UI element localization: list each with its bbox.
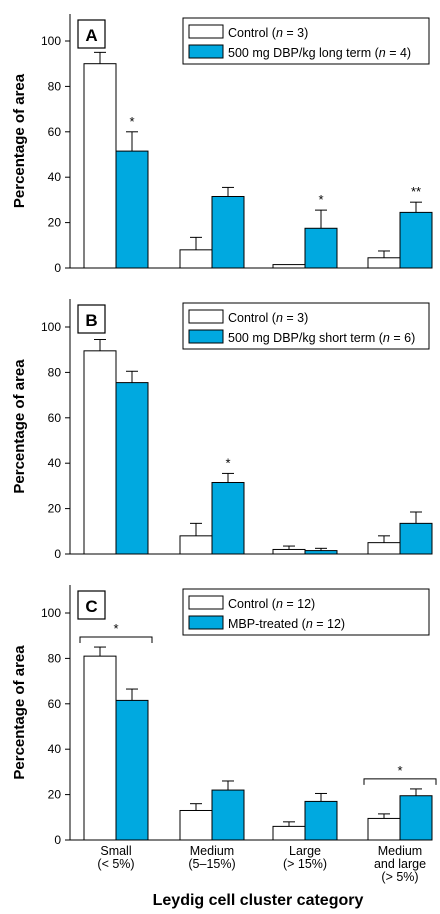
y-tick-label: 80 [48,365,62,379]
legend-swatch-treated [188,44,224,59]
panel-letter: B [85,311,97,330]
y-tick-label: 20 [48,216,62,230]
bar-treated [399,211,433,269]
legend-box [182,17,430,65]
bar-control [272,548,306,555]
legend-label-treated: MBP-treated (n = 12) [228,617,345,631]
y-tick-label: 40 [48,456,62,470]
bar-control [367,817,401,841]
y-axis-label: Percentage of area [11,359,28,494]
y-axis-label: Percentage of area [11,73,28,208]
bar-treated [211,481,245,555]
y-tick-label: 100 [41,320,61,334]
panel-letter-box [77,19,106,49]
panel-letter-box [77,304,106,334]
x-tick-label: (> 5%) [381,870,418,884]
legend-box [182,588,430,636]
legend-label-control: Control (n = 3) [228,26,308,40]
x-tick-label: (5–15%) [188,857,235,871]
bar-control [179,809,213,841]
significance-marker: * [318,192,323,207]
x-tick-label: (> 15%) [283,857,327,871]
bar-treated [304,550,338,555]
legend-label-treated: 500 mg DBP/kg long term (n = 4) [228,46,411,60]
panel-c: 0 20 40 60 80 100 Percentage of area C * * Control… [11,585,437,884]
bar-control [367,542,401,555]
significance-bracket [363,778,437,785]
y-tick-label: 60 [48,697,62,711]
significance-marker: * [225,455,230,470]
bar-control [272,825,306,841]
legend-swatch-treated [188,615,224,630]
x-tick-label: (< 5%) [97,857,134,871]
legend-swatch-control [188,24,224,39]
bar-control [367,257,401,269]
significance-marker: * [113,621,118,636]
panel-b: 0 20 40 60 80 100 Percentage of area B * Control … [11,299,433,561]
bar-control [83,63,117,269]
bar-control [83,655,117,841]
x-tick-label: Small [100,844,131,858]
y-tick-label: 100 [41,606,61,620]
bar-control [179,249,213,269]
significance-marker: * [397,763,402,778]
x-tick-label: Large [289,844,321,858]
legend-box [182,302,430,350]
significance-bracket [79,636,153,644]
panel-letter: A [85,26,97,45]
legend-swatch-treated [188,329,224,344]
y-tick-label: 100 [41,34,61,48]
x-axis-label: Leydig cell cluster category [153,892,364,909]
y-tick-label: 60 [48,125,62,139]
y-tick-label: 0 [54,261,61,275]
significance-marker: ** [411,184,421,199]
y-tick-label: 80 [48,79,62,93]
x-tick-label: and large [374,857,426,871]
bar-treated [211,789,245,841]
y-tick-label: 40 [48,170,62,184]
y-tick-label: 0 [54,833,61,847]
bar-treated [304,800,338,841]
y-axis-label: Percentage of area [11,645,28,780]
y-tick-label: 40 [48,742,62,756]
bar-treated [211,195,245,269]
panel-letter: C [85,597,97,616]
y-tick-label: 20 [48,788,62,802]
bar-treated [304,227,338,269]
y-tick-label: 80 [48,651,62,665]
bar-control [179,535,213,555]
y-tick-label: 0 [54,547,61,561]
bar-treated [399,522,433,555]
bar-treated [115,699,149,841]
legend-swatch-control [188,595,224,610]
legend-swatch-control [188,309,224,324]
bar-control [83,350,117,555]
bar-control [272,264,306,269]
legend-label-control: Control (n = 12) [228,597,315,611]
x-tick-label: Medium [378,844,422,858]
legend-label-control: Control (n = 3) [228,311,308,325]
legend-label-treated: 500 mg DBP/kg short term (n = 6) [228,331,415,345]
y-tick-label: 20 [48,502,62,516]
significance-marker: * [129,114,134,129]
y-tick-label: 60 [48,411,62,425]
x-tick-label: Medium [190,844,234,858]
bar-treated [399,795,433,841]
bar-treated [115,382,149,555]
bar-treated [115,150,149,269]
panel-letter-box [77,590,106,620]
